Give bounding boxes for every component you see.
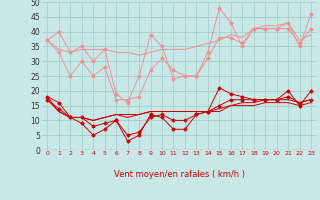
- X-axis label: Vent moyen/en rafales ( km/h ): Vent moyen/en rafales ( km/h ): [114, 170, 245, 179]
